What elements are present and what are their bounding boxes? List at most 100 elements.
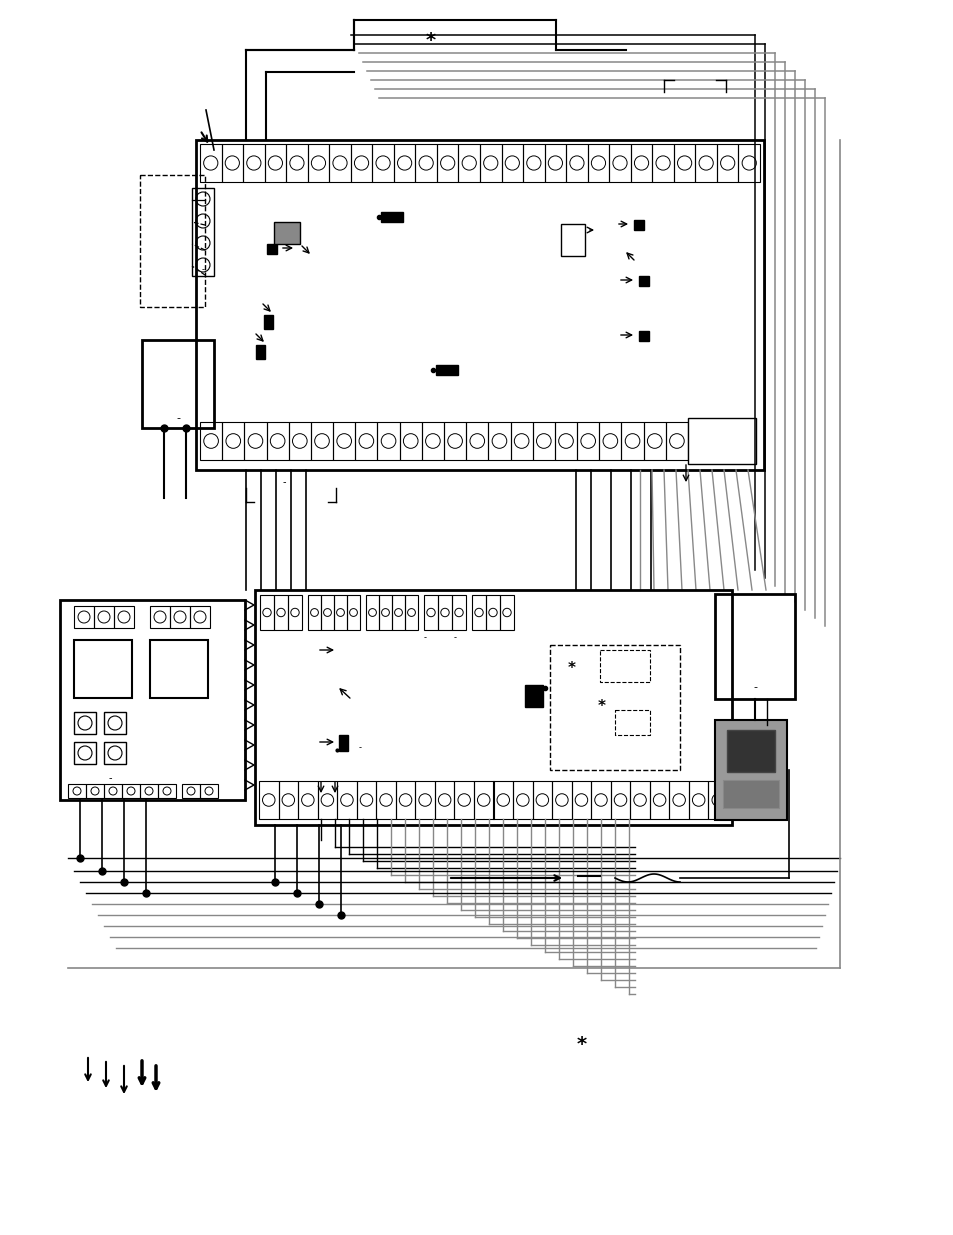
Bar: [221, 144, 243, 182]
Bar: [86, 784, 104, 798]
Bar: [708, 781, 727, 819]
Bar: [630, 781, 649, 819]
Bar: [443, 422, 466, 459]
Bar: [338, 735, 348, 751]
Bar: [415, 781, 435, 819]
Bar: [560, 224, 584, 256]
Text: *: *: [567, 662, 576, 677]
Bar: [60, 600, 245, 800]
Bar: [254, 590, 731, 825]
Bar: [104, 713, 126, 734]
Bar: [649, 781, 669, 819]
Bar: [356, 781, 375, 819]
Bar: [308, 144, 329, 182]
Bar: [565, 144, 587, 182]
Text: -: -: [201, 266, 204, 274]
Bar: [255, 345, 265, 359]
Bar: [479, 144, 501, 182]
Bar: [222, 422, 244, 459]
Bar: [74, 742, 96, 764]
Bar: [436, 144, 458, 182]
Bar: [380, 212, 402, 222]
Bar: [243, 144, 264, 182]
Bar: [620, 422, 643, 459]
Bar: [399, 422, 421, 459]
Bar: [244, 422, 266, 459]
Bar: [652, 144, 673, 182]
Bar: [94, 606, 113, 629]
Bar: [266, 422, 289, 459]
Bar: [395, 781, 415, 819]
Bar: [200, 784, 218, 798]
Bar: [669, 781, 688, 819]
Bar: [74, 713, 96, 734]
Bar: [544, 144, 565, 182]
Bar: [673, 144, 695, 182]
Text: -: -: [358, 743, 361, 752]
Bar: [74, 606, 94, 629]
Text: -: -: [108, 773, 112, 783]
Text: *: *: [425, 31, 436, 49]
Bar: [192, 188, 213, 275]
Bar: [513, 781, 532, 819]
Text: *: *: [598, 699, 605, 715]
Bar: [355, 422, 377, 459]
Bar: [522, 144, 544, 182]
Bar: [643, 422, 665, 459]
Bar: [639, 331, 648, 341]
Bar: [140, 784, 158, 798]
Bar: [695, 144, 716, 182]
Bar: [320, 595, 334, 630]
Bar: [665, 422, 687, 459]
Bar: [452, 595, 465, 630]
Bar: [297, 781, 317, 819]
Bar: [571, 781, 591, 819]
Bar: [200, 422, 222, 459]
Bar: [347, 595, 359, 630]
Text: -: -: [752, 682, 757, 692]
Bar: [308, 595, 320, 630]
Bar: [375, 781, 395, 819]
Text: *: *: [577, 1035, 586, 1055]
Bar: [333, 422, 355, 459]
Bar: [334, 595, 347, 630]
Bar: [267, 245, 276, 254]
Bar: [286, 144, 308, 182]
Bar: [716, 144, 738, 182]
Bar: [634, 220, 643, 230]
Bar: [392, 595, 405, 630]
Bar: [394, 144, 415, 182]
Bar: [501, 144, 522, 182]
Bar: [726, 730, 774, 772]
Bar: [488, 422, 510, 459]
Bar: [510, 422, 532, 459]
Bar: [466, 422, 488, 459]
Bar: [122, 784, 140, 798]
Bar: [499, 595, 514, 630]
Bar: [714, 594, 794, 699]
Bar: [170, 606, 190, 629]
Bar: [524, 685, 542, 706]
Bar: [158, 784, 175, 798]
Bar: [610, 781, 630, 819]
Bar: [688, 781, 708, 819]
Bar: [555, 422, 577, 459]
Bar: [258, 781, 278, 819]
Bar: [190, 606, 210, 629]
Text: -: -: [282, 477, 286, 487]
Bar: [532, 781, 552, 819]
Bar: [591, 781, 610, 819]
Bar: [415, 144, 436, 182]
Bar: [687, 417, 755, 464]
Text: -: -: [453, 634, 456, 642]
Bar: [587, 144, 609, 182]
Bar: [274, 595, 288, 630]
Bar: [550, 645, 679, 769]
Bar: [423, 595, 437, 630]
Bar: [195, 140, 763, 471]
Bar: [435, 781, 454, 819]
Bar: [274, 222, 299, 245]
Bar: [351, 144, 372, 182]
Bar: [474, 781, 493, 819]
Bar: [598, 422, 620, 459]
